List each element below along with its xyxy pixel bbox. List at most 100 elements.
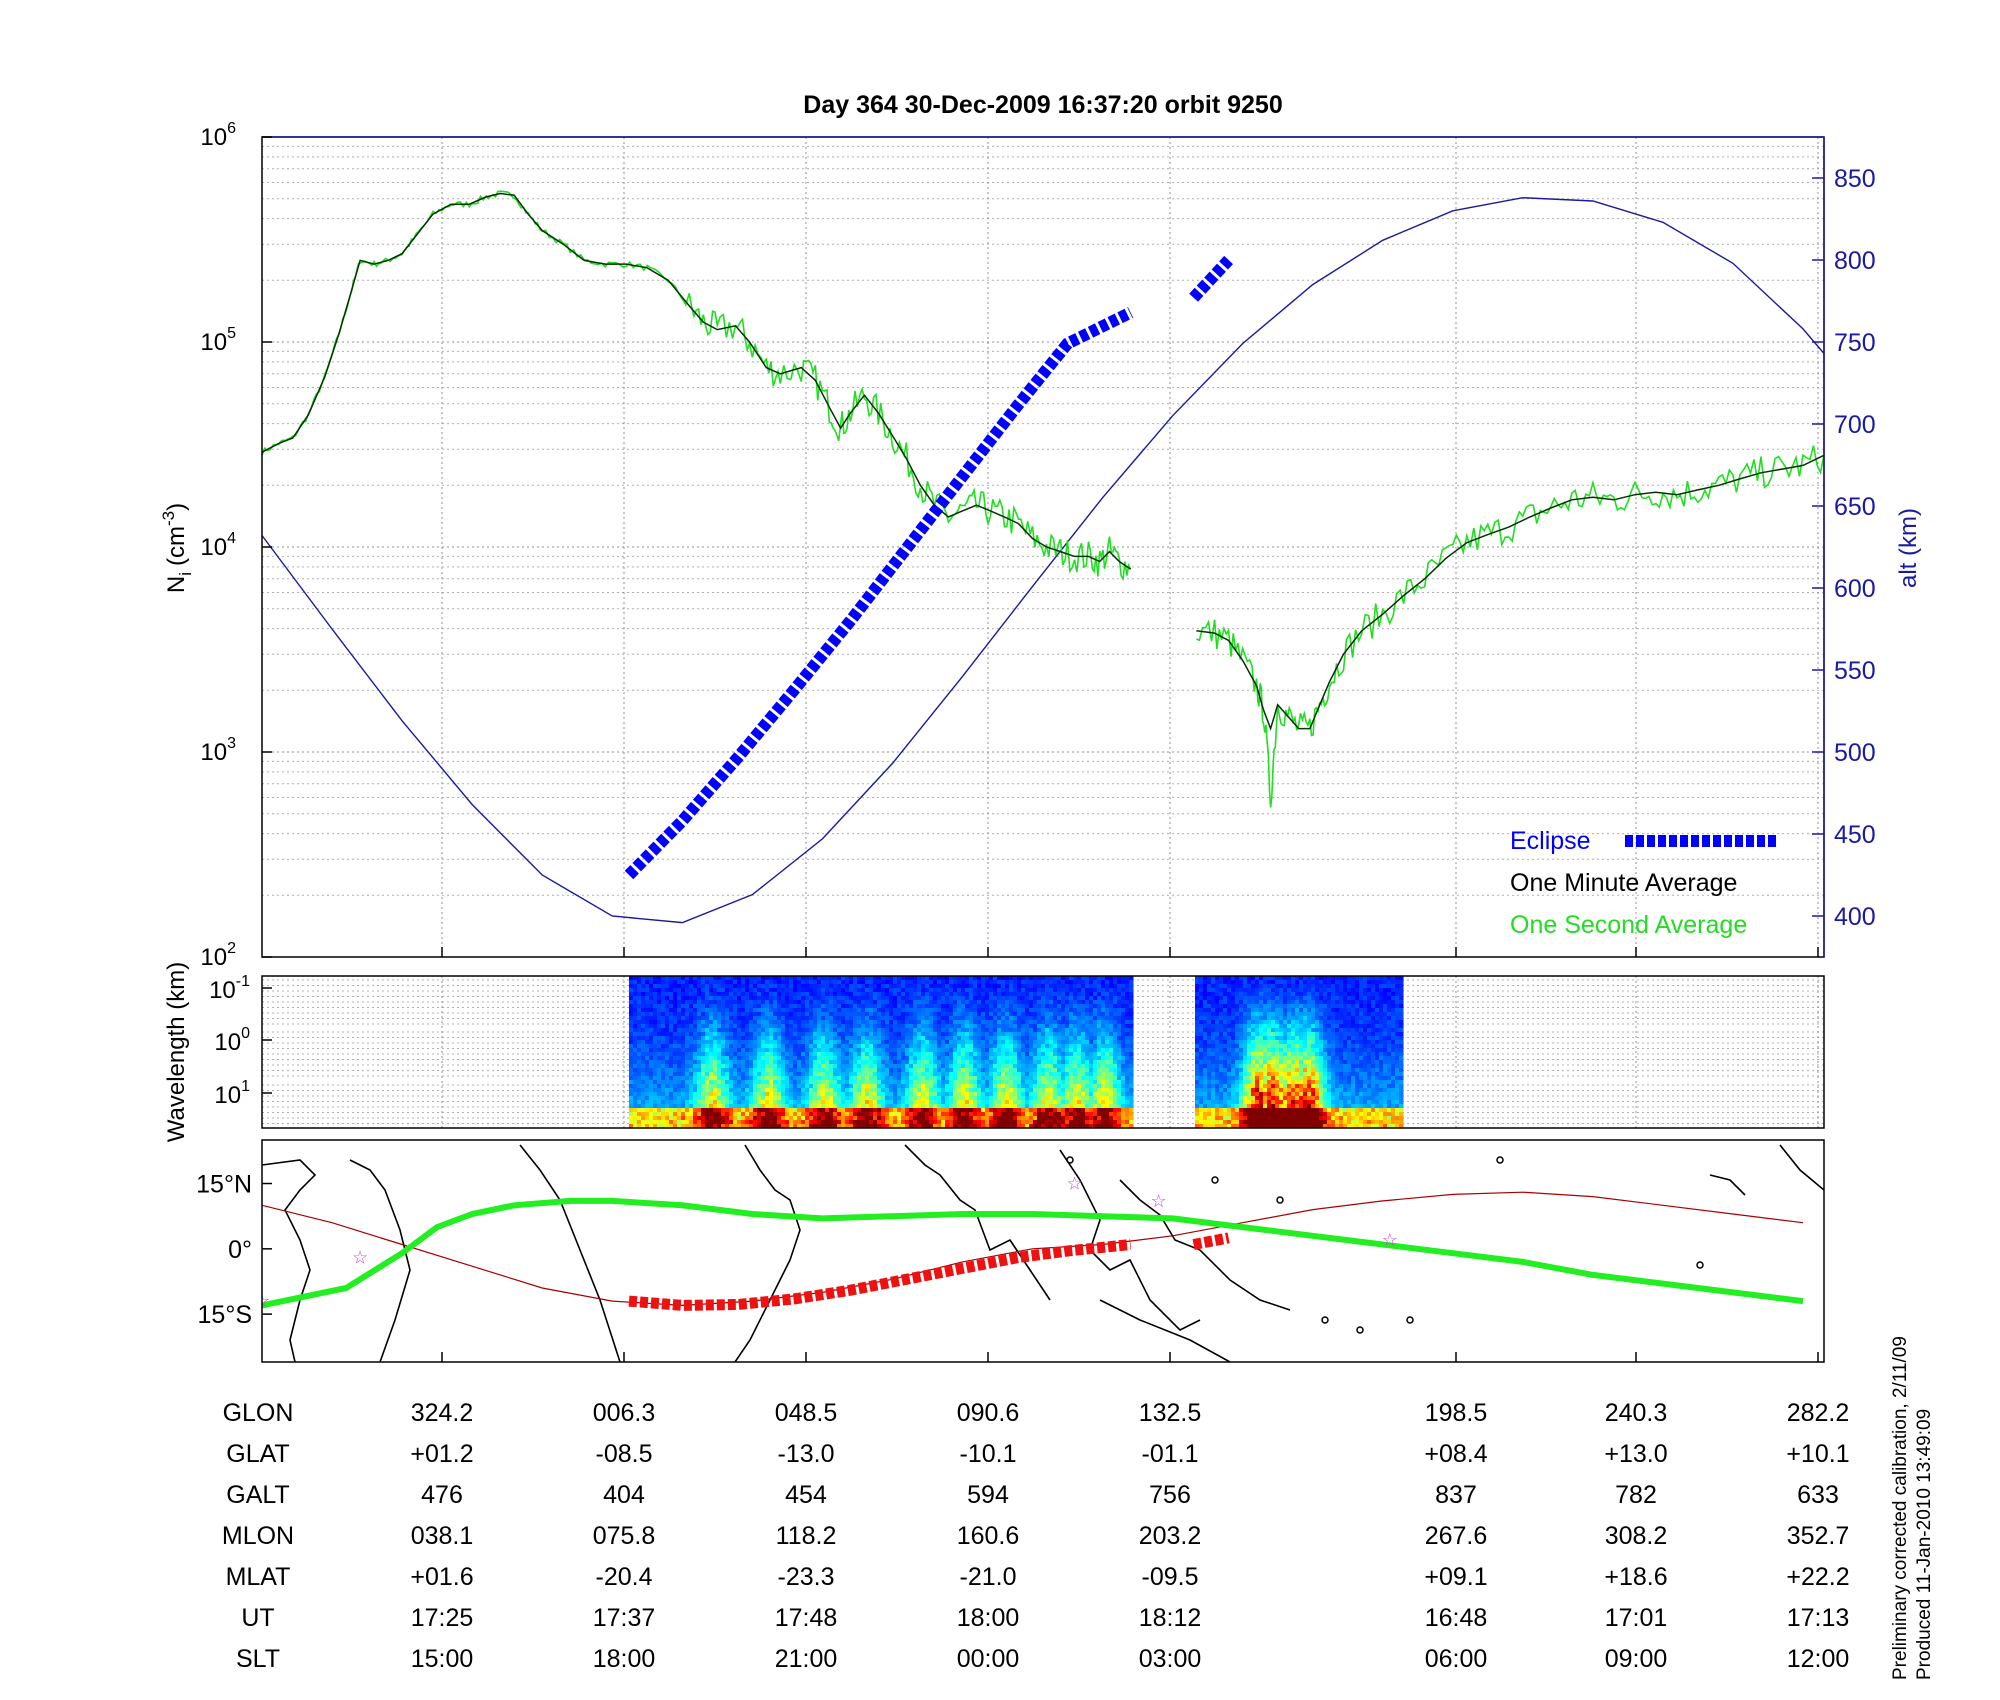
spectrogram-cell [981, 1048, 986, 1053]
spectrogram-cell [1017, 1024, 1022, 1029]
spectrogram-cell [965, 1008, 970, 1013]
spectrogram-cell [865, 1064, 870, 1069]
spectrogram-cell [1125, 1036, 1130, 1041]
spectrogram-cell [953, 1116, 958, 1121]
spectrogram-cell [785, 1096, 790, 1101]
spectrogram-cell [681, 1120, 686, 1125]
spectrogram-cell [677, 1040, 682, 1045]
spectrogram-cell [685, 1076, 690, 1081]
spectrogram-cell [645, 1016, 650, 1021]
spectrogram-cell [1097, 1120, 1102, 1125]
spectrogram-cell [1009, 1044, 1014, 1049]
spectrogram-cell [765, 1068, 770, 1073]
spectrogram-cell [989, 1072, 994, 1077]
spectrogram-cell [925, 1008, 930, 1013]
spectrogram-cell [1013, 1020, 1018, 1025]
spectrogram-cell [829, 1052, 834, 1057]
spectrogram-cell [769, 1076, 774, 1081]
spectrogram-cell [765, 1072, 770, 1077]
spectrogram-cell [1029, 996, 1034, 1001]
spectrogram-cell [809, 1012, 814, 1017]
spectrogram-cell [705, 1092, 710, 1097]
spectrogram-cell [745, 1012, 750, 1017]
spectrogram-cell [797, 1032, 802, 1037]
spectrogram-cell [781, 980, 786, 985]
spectrogram-cell [725, 996, 730, 1001]
spectrogram-cell [1013, 1084, 1018, 1089]
spectrogram-cell [1001, 1088, 1006, 1093]
spectrogram-cell [697, 1000, 702, 1005]
spectrogram-cell [1195, 1004, 1200, 1009]
spectrogram-cell [721, 1120, 726, 1125]
spectrogram-cell [809, 1016, 814, 1021]
spectrogram-cell [1117, 984, 1122, 989]
spectrogram-cell [1093, 1020, 1098, 1025]
spectrogram-cell [973, 1048, 978, 1053]
spectrogram-cell [917, 996, 922, 1001]
spectrogram-cell [665, 1080, 670, 1085]
spectrogram-cell [853, 1044, 858, 1049]
spectrogram-cell [1077, 1040, 1082, 1045]
spectrogram-cell [997, 1064, 1002, 1069]
spectrogram-cell [1105, 1108, 1110, 1113]
spectrogram-cell [737, 1112, 742, 1117]
spectrogram-cell [1121, 988, 1126, 993]
spectrogram-cell [897, 992, 902, 997]
spectrogram-cell [661, 1068, 666, 1073]
spectrogram-cell [1021, 1076, 1026, 1081]
spectrogram-cell [705, 1060, 710, 1065]
spectrogram-cell [1113, 1000, 1118, 1005]
spectrogram-cell [709, 1008, 714, 1013]
spectrogram-cell [993, 1040, 998, 1045]
spectrogram-cell [857, 984, 862, 989]
spectrogram-cell [1101, 1100, 1106, 1105]
spectrogram-cell [905, 1092, 910, 1097]
spectrogram-cell [789, 1040, 794, 1045]
spectrogram-cell [1053, 1000, 1058, 1005]
spectrogram-cell [1001, 1072, 1006, 1077]
spectrogram-cell [981, 1008, 986, 1013]
spectrogram-cell [933, 1032, 938, 1037]
spectrogram-cell [761, 988, 766, 993]
spectrogram-cell [721, 980, 726, 985]
spectrogram-cell [961, 1040, 966, 1045]
spectrogram-cell [945, 1064, 950, 1069]
spectrogram-cell [677, 1036, 682, 1041]
spectrogram-cell [937, 1048, 942, 1053]
spectrogram-cell [861, 1056, 866, 1061]
spectrogram-cell [853, 1060, 858, 1065]
spectrogram-cell [777, 1008, 782, 1013]
spectrogram-cell [777, 1064, 782, 1069]
spectrogram-cell [821, 980, 826, 985]
spectrogram-cell [845, 992, 850, 997]
spectrogram-cell [1033, 1028, 1038, 1033]
spectrogram-cell [1105, 1120, 1110, 1125]
spectrogram-cell [945, 1120, 950, 1125]
spectrogram-cell [649, 1060, 654, 1065]
spectrogram-cell [1045, 996, 1050, 1001]
spectrogram-cell [733, 1004, 738, 1009]
spectrogram-cell [861, 984, 866, 989]
spectrogram-cell [809, 1024, 814, 1029]
spectrogram-cell [873, 984, 878, 989]
spectrogram-cell [689, 1120, 694, 1125]
spectrogram-cell [841, 1020, 846, 1025]
spectrogram-cell [1017, 1100, 1022, 1105]
spectrogram-cell [645, 1108, 650, 1113]
spectrogram-cell [1029, 992, 1034, 997]
spectrogram-cell [929, 1120, 934, 1125]
spectrogram-cell [1109, 1016, 1114, 1021]
spectrogram-cell [745, 1056, 750, 1061]
spectrogram-cell [941, 1064, 946, 1069]
spectrogram-cell [1195, 1112, 1200, 1117]
spectrogram-cell [833, 1080, 838, 1085]
spectrogram-cell [637, 1024, 642, 1029]
spectrogram-cell [913, 1048, 918, 1053]
spectrogram-cell [717, 1044, 722, 1049]
spectrogram-cell [965, 1108, 970, 1113]
spectrogram-cell [921, 1052, 926, 1057]
spectrogram-cell [1069, 1080, 1074, 1085]
spectrogram-cell [833, 980, 838, 985]
spectrogram-cell [1105, 980, 1110, 985]
spectrogram-cell [1093, 980, 1098, 985]
